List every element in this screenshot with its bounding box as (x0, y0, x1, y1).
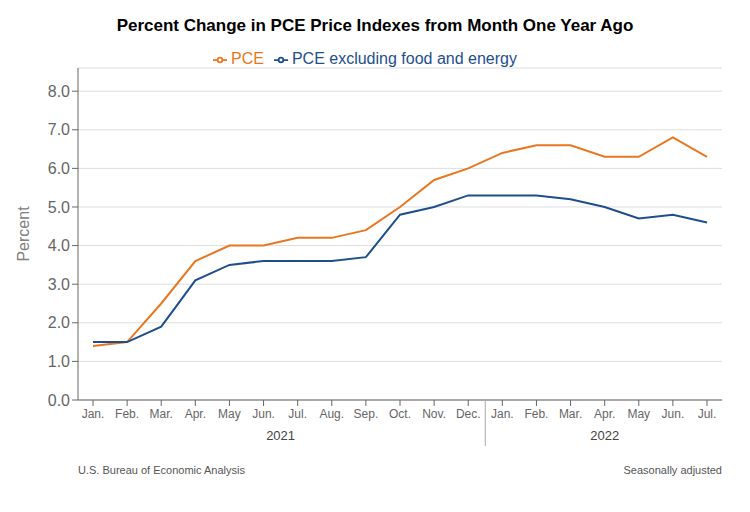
svg-text:Feb.: Feb. (115, 407, 139, 421)
svg-text:Jan.: Jan. (491, 407, 514, 421)
svg-text:4.0: 4.0 (48, 237, 70, 254)
svg-text:7.0: 7.0 (48, 121, 70, 138)
html-text:Seasonally adjusted: Seasonally adjusted (623, 464, 722, 476)
html-text:U.S. Bureau of Economic Analys: U.S. Bureau of Economic Analysis (78, 464, 245, 476)
svg-text:0.0: 0.0 (48, 392, 70, 409)
svg-text:Mar.: Mar. (559, 407, 582, 421)
svg-text:5.0: 5.0 (48, 199, 70, 216)
svg-text:Dec.: Dec. (456, 407, 481, 421)
svg-text:2021: 2021 (266, 428, 295, 443)
svg-text:Mar.: Mar. (150, 407, 173, 421)
html-text:PCE excluding food and energy: PCE excluding food and energy (291, 50, 517, 67)
svg-text:May: May (627, 407, 650, 421)
svg-text:Feb.: Feb. (524, 407, 548, 421)
svg-text:Jan.: Jan. (82, 407, 105, 421)
svg-text:Nov.: Nov. (422, 407, 446, 421)
svg-text:2022: 2022 (590, 428, 619, 443)
html-text:PCE: PCE (231, 50, 264, 67)
html-text:Percent Change in PCE Price In: Percent Change in PCE Price Indexes from… (116, 16, 634, 35)
svg-text:Sep.: Sep. (354, 407, 379, 421)
svg-text:Jul.: Jul. (288, 407, 307, 421)
svg-text:May: May (218, 407, 241, 421)
svg-text:8.0: 8.0 (48, 83, 70, 100)
svg-text:Aug.: Aug. (319, 407, 344, 421)
svg-text:Apr.: Apr. (185, 407, 206, 421)
svg-text:Percent: Percent (15, 206, 32, 262)
svg-text:2.0: 2.0 (48, 314, 70, 331)
svg-text:Apr.: Apr. (594, 407, 615, 421)
svg-text:Jun.: Jun. (252, 407, 275, 421)
svg-text:Jul.: Jul. (698, 407, 717, 421)
svg-text:1.0: 1.0 (48, 353, 70, 370)
svg-text:Oct.: Oct. (389, 407, 411, 421)
svg-text:6.0: 6.0 (48, 160, 70, 177)
svg-text:Jun.: Jun. (662, 407, 685, 421)
svg-text:3.0: 3.0 (48, 276, 70, 293)
